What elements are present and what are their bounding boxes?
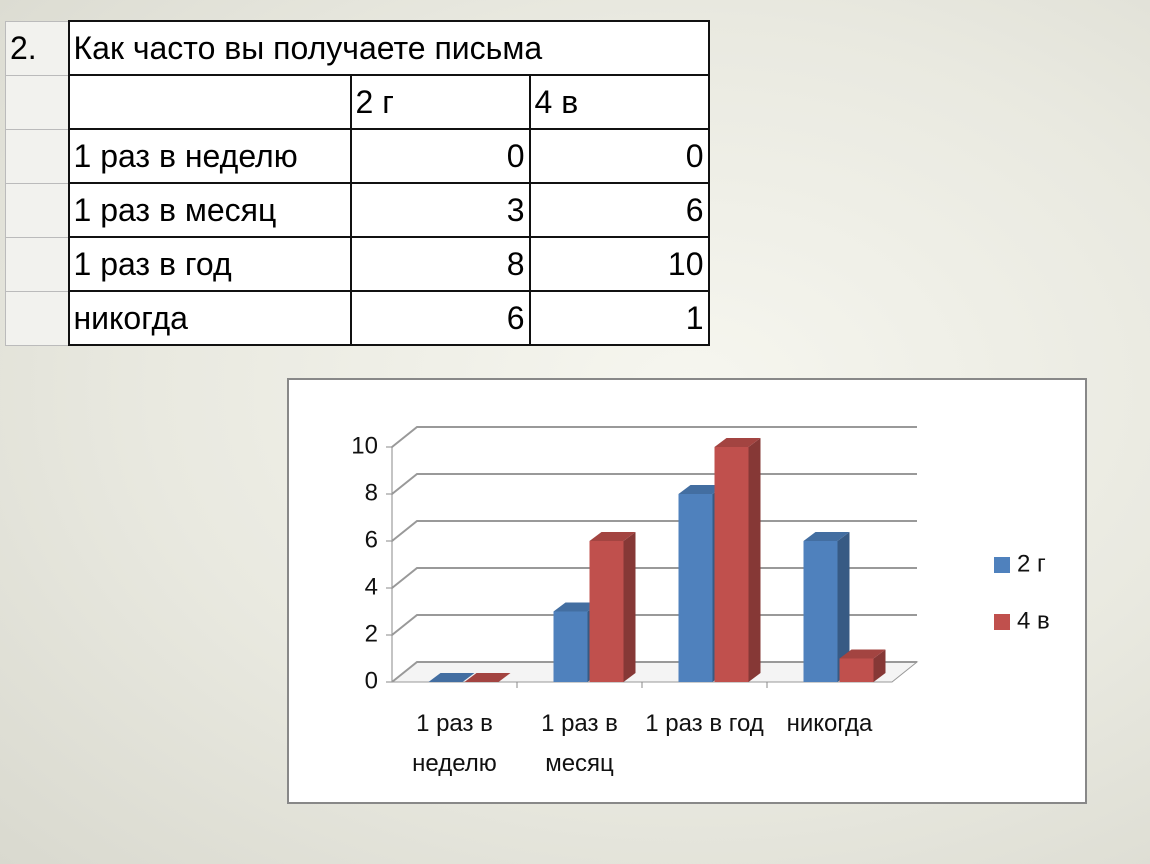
legend-label: 4 в bbox=[1017, 607, 1050, 634]
grid-line bbox=[391, 473, 917, 495]
bar-top bbox=[678, 485, 725, 494]
bar-side bbox=[748, 438, 761, 682]
bar-top bbox=[714, 438, 761, 447]
y-tick-label: 8 bbox=[365, 479, 378, 506]
grid-line bbox=[391, 426, 917, 448]
cell-value: 3 bbox=[349, 182, 531, 238]
bar bbox=[553, 611, 588, 682]
y-tick-label: 2 bbox=[365, 620, 378, 647]
cell bbox=[5, 128, 70, 184]
y-tick-label: 4 bbox=[365, 573, 378, 600]
cell-value: 6 bbox=[349, 290, 531, 346]
x-tick-label: никогда bbox=[786, 710, 873, 737]
y-tick-label: 0 bbox=[365, 667, 378, 694]
bar bbox=[803, 541, 838, 682]
x-tick-label: 1 раз в год bbox=[645, 710, 764, 737]
column-header: 2 г bbox=[349, 74, 531, 130]
cell bbox=[67, 74, 352, 130]
cell-value: 10 bbox=[528, 236, 710, 292]
column-header: 4 в bbox=[528, 74, 710, 130]
data-table: 2. Как часто вы получаете письма 2 г 4 в… bbox=[5, 20, 710, 346]
legend-swatch bbox=[994, 557, 1010, 573]
cell-value: 6 bbox=[528, 182, 710, 238]
table-title: Как часто вы получаете письма bbox=[67, 20, 710, 76]
cell-value: 0 bbox=[528, 128, 710, 184]
bar-top bbox=[803, 532, 850, 541]
bar bbox=[589, 541, 624, 682]
cell bbox=[5, 236, 70, 292]
cell-value: 1 bbox=[528, 290, 710, 346]
row-label: никогда bbox=[67, 290, 352, 346]
legend-label: 2 г bbox=[1017, 550, 1046, 577]
bar-top bbox=[589, 532, 636, 541]
bar bbox=[678, 494, 713, 682]
chart-svg: 0 2 4 6 8 10 2 г 4 в bbox=[351, 426, 1050, 694]
bar-top bbox=[428, 673, 475, 682]
cell bbox=[5, 182, 70, 238]
x-tick-label: 1 раз в месяц bbox=[541, 710, 618, 777]
bar-side bbox=[873, 649, 886, 682]
y-tick-label: 6 bbox=[365, 526, 378, 553]
bar-side bbox=[837, 532, 850, 682]
cell bbox=[5, 74, 70, 130]
row-label: 1 раз в неделю bbox=[67, 128, 352, 184]
row-label: 1 раз в месяц bbox=[67, 182, 352, 238]
row-number: 2. bbox=[5, 20, 70, 76]
bar-top bbox=[839, 649, 886, 659]
bar-top bbox=[553, 602, 600, 612]
y-tick-label: 10 bbox=[351, 432, 378, 459]
bar bbox=[839, 658, 874, 682]
x-tick-label: 1 раз в неделю bbox=[412, 710, 497, 777]
chart: 0 2 4 6 8 10 2 г 4 в 1 раз в неделю 1 раз в меся… bbox=[287, 378, 1087, 804]
cell bbox=[5, 290, 70, 346]
legend-swatch bbox=[994, 614, 1010, 630]
row-label: 1 раз в год bbox=[67, 236, 352, 292]
bar bbox=[714, 447, 749, 682]
bar-side bbox=[623, 532, 636, 682]
cell-value: 0 bbox=[349, 128, 531, 184]
bar-top bbox=[464, 673, 511, 682]
cell-value: 8 bbox=[349, 236, 531, 292]
